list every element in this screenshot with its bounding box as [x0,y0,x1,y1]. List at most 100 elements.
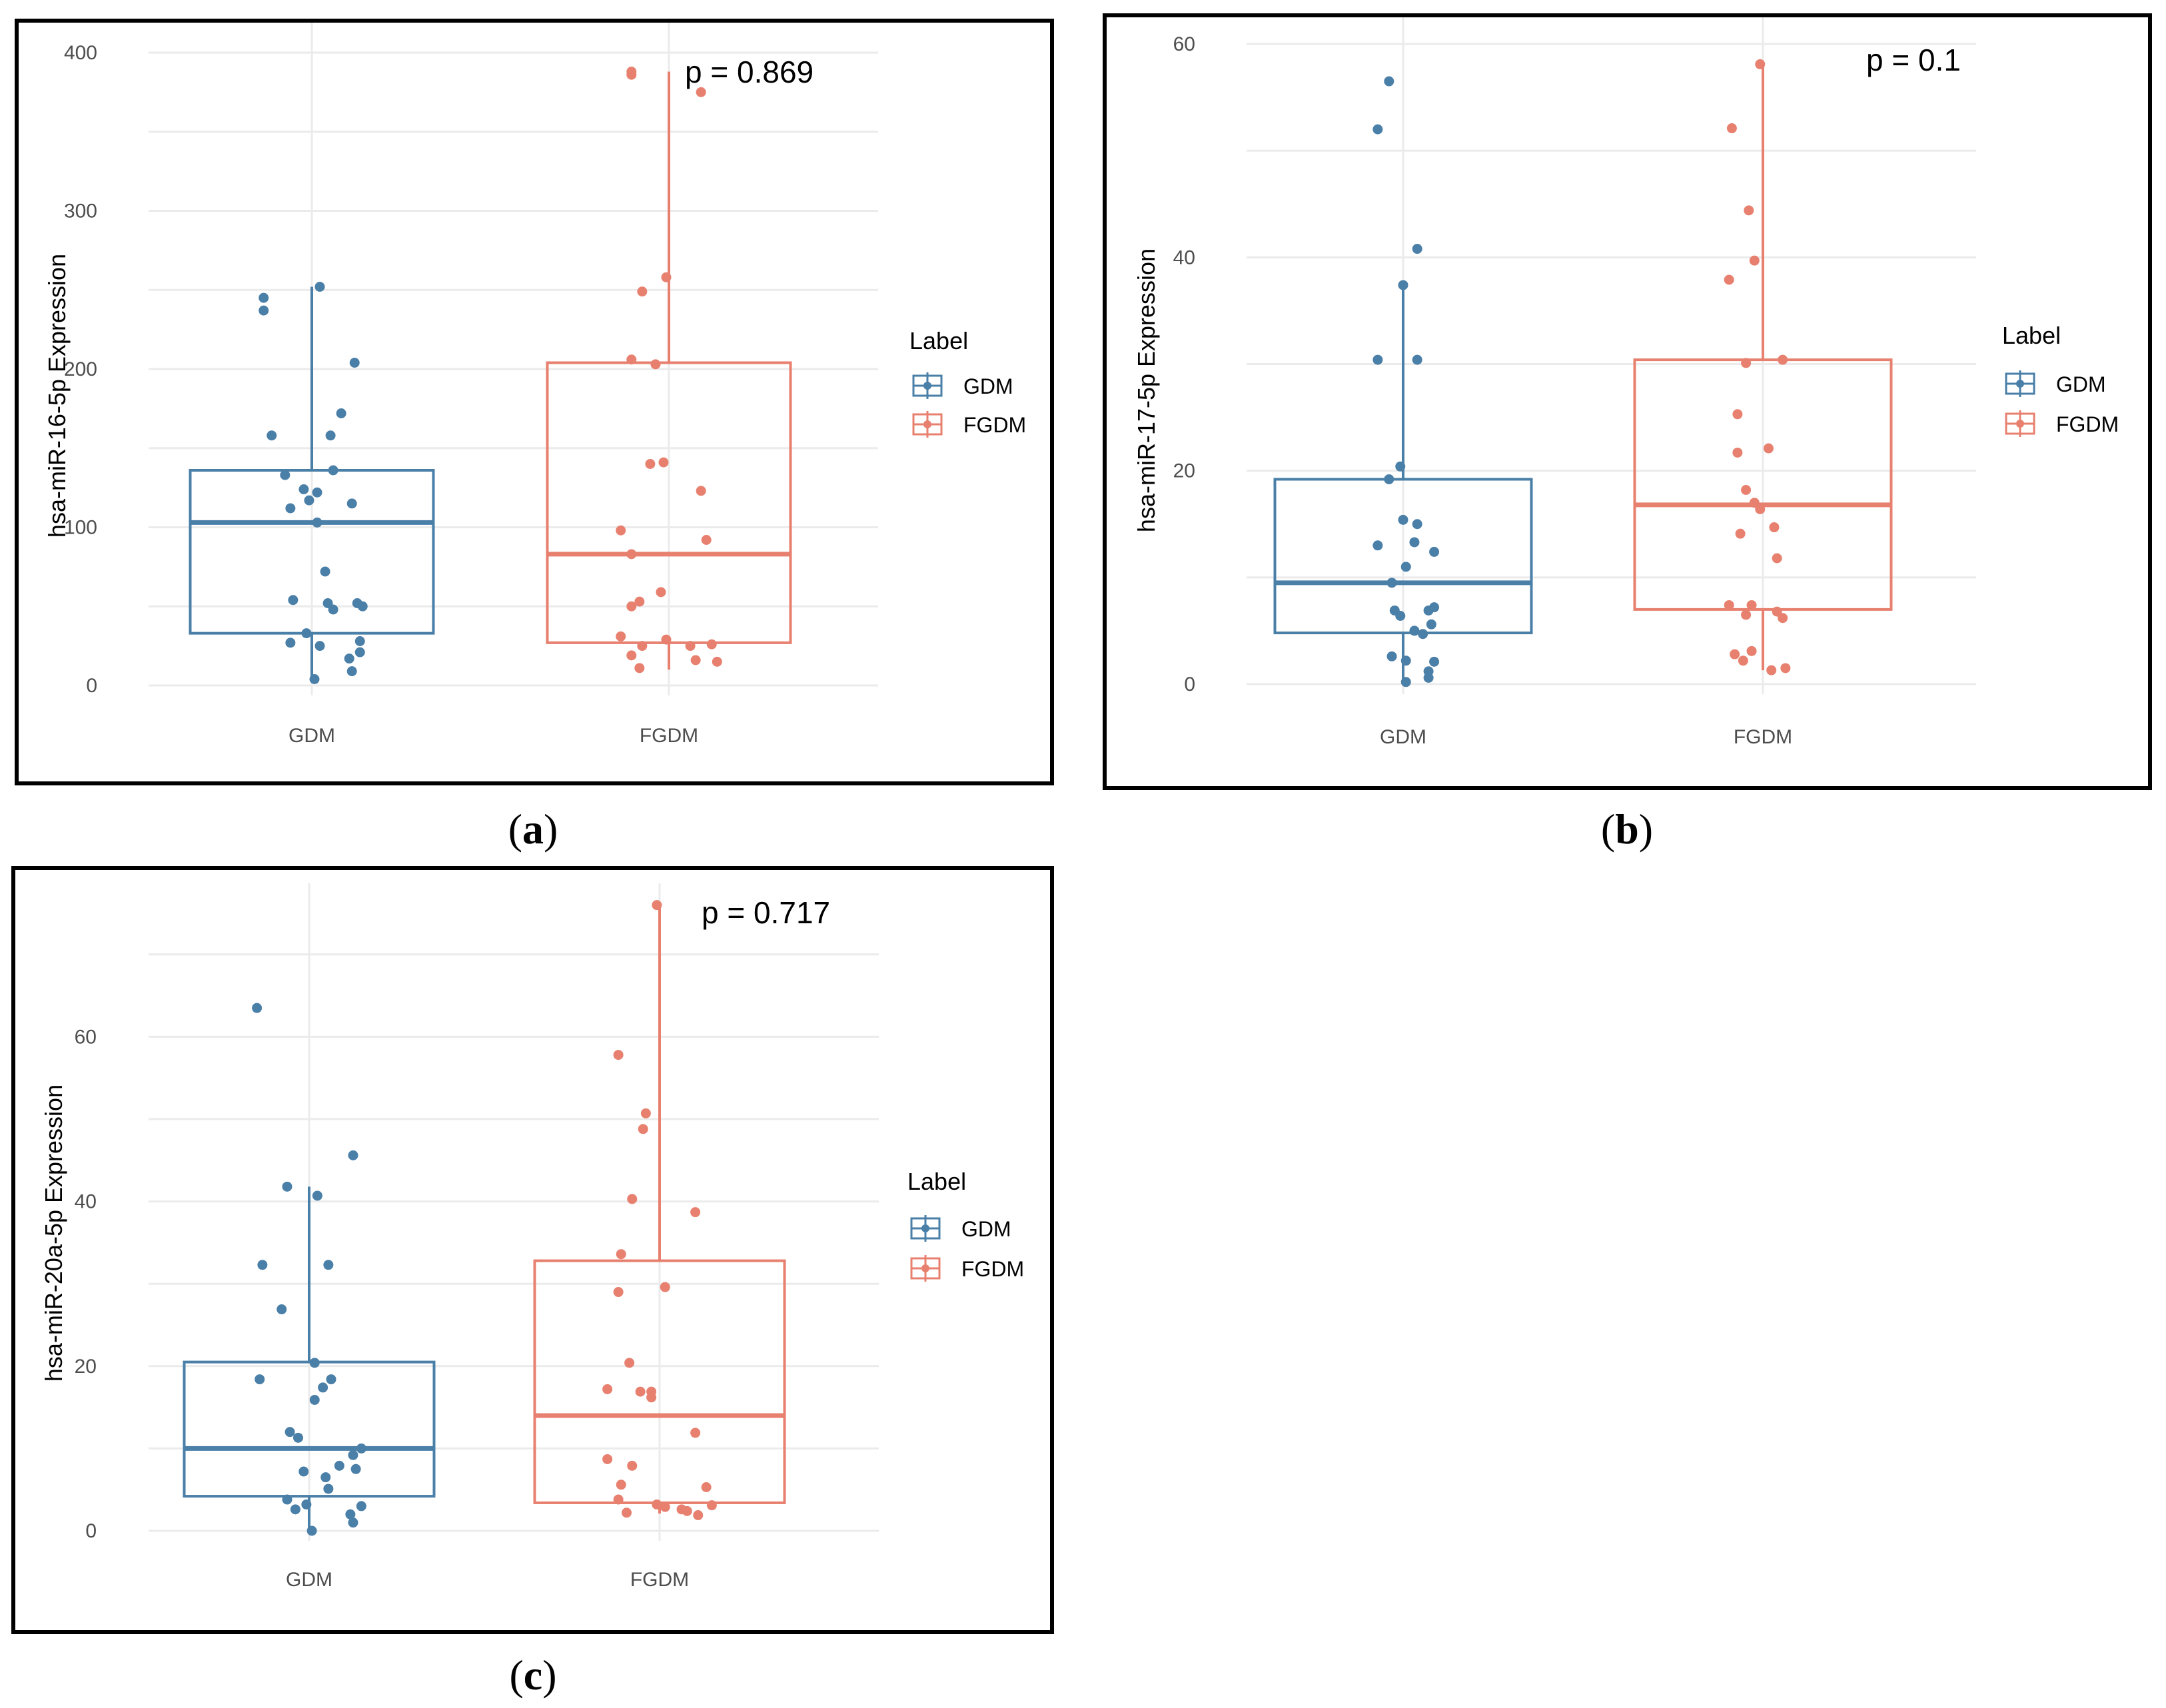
chart-a-data-point [267,430,277,441]
chart-c-data-point [255,1374,265,1385]
chart-panel-a: 0 100 200 300 400 GDM FGDM hsa-miR-16-5p Expres… [15,19,1054,785]
chart-a-data-point [616,631,626,641]
chart-a-x-tick-label-gdm: GDM [288,725,335,747]
chart-c-data-point [622,1507,632,1518]
chart-c-data-point [257,1260,268,1270]
chart-a-data-point [637,641,648,651]
chart-a-data-point [320,566,330,577]
chart-c-data-point [348,1450,358,1460]
panel-label-c: (c) [509,1651,557,1699]
chart-c-data-point [640,1108,651,1118]
chart-a-data-point [706,639,717,649]
chart-b-box-fgdm [1633,64,1893,671]
chart-a-legend-key-fgdm: FGDM [912,411,1026,438]
chart-c-data-point [693,1510,704,1521]
chart-b-y-tick-label: 20 [1173,460,1195,482]
chart-a-data-point [312,487,322,498]
chart-b-data-point [1769,522,1780,533]
chart-b-y-tick-label: 60 [1173,33,1195,55]
panel-label-a: (a) [508,805,558,853]
chart-a-legend: Label GDM FGDM [909,327,1026,438]
chart-b-data-point [1755,504,1766,514]
chart-b-legend-swatch-point [2016,380,2024,388]
chart-c-data-point [293,1432,303,1443]
chart-c-data-point [660,1501,670,1512]
chart-b-data-point [1386,578,1397,588]
chart-a-data-point [346,666,357,677]
chart-b-data-point [1741,610,1752,620]
chart-c-data-point [616,1249,626,1260]
chart-a-data-point [656,587,666,598]
chart-a-data-point [626,549,637,560]
chart-a-data-point [626,354,637,365]
chart-b-data-point [1395,610,1406,621]
chart-b-data-point [1429,656,1440,667]
chart-c-data-point [306,1525,317,1536]
chart-a-data-point [661,634,672,645]
chart-a-box-gdm [189,286,435,681]
chart-b-data-point [1384,474,1394,484]
chart-c-data-point [706,1500,717,1511]
chart-c-data-point [602,1454,613,1464]
chart-c-data-point [627,1194,638,1204]
chart-c-data-point [318,1382,328,1393]
chart-a-y-tick-label: 400 [64,42,97,64]
chart-b-data-point [1426,619,1436,630]
chart-c-points-fgdm [602,900,717,1521]
chart-c-plot: 0 20 40 60 GDM FGDM hsa-miR-20a-5p Expression p… [40,883,1024,1591]
chart-b-box-rect [1273,478,1533,635]
chart-b-x-tick-label-gdm: GDM [1380,726,1426,748]
chart-b-data-point [1738,655,1748,666]
chart-c-y-tick-label: 60 [75,1026,97,1048]
chart-a-legend-key-gdm: GDM [912,372,1013,399]
chart-b-data-point [1724,274,1734,285]
chart-c-data-point [323,1260,334,1270]
chart-a-legend-label-gdm: GDM [963,374,1013,398]
chart-a-points-gdm [259,282,368,684]
chart-c-data-point [652,900,662,911]
chart-a-data-point [280,470,290,480]
chart-b-legend-key-gdm: GDM [2005,370,2106,397]
chart-a-points-fgdm [616,67,722,673]
chart-c-legend-swatch-point [921,1224,929,1232]
chart-b-data-point [1749,255,1760,266]
chart-a-data-point [645,459,656,469]
chart-b-data-point [1746,645,1757,656]
chart-b-legend-label-gdm: GDM [2056,372,2106,396]
chart-a-data-point [285,503,296,514]
chart-c-data-point [356,1443,366,1454]
chart-a-data-point [328,465,338,476]
chart-c-data-point [682,1505,692,1516]
chart-c-legend-key-gdm: GDM [910,1215,1011,1242]
chart-b-box-gdm [1273,284,1533,682]
chart-c-points-gdm [252,1003,366,1536]
chart-a-data-point [259,292,269,303]
panel-label-b: (b) [1600,805,1654,853]
chart-a-box-rect [189,469,435,635]
chart-b-legend: Label GDM FGDM [2002,322,2119,437]
chart-c-data-point [290,1504,300,1515]
chart-b-data-point [1726,123,1737,134]
chart-a-data-point [314,282,325,292]
chart-a-plot: 0 100 200 300 400 GDM FGDM hsa-miR-16-5p Expres… [43,23,1026,747]
chart-a-data-point [634,596,645,607]
chart-c-data-point [309,1358,320,1368]
chart-c-data-point [312,1190,322,1201]
chart-a-y-tick-label: 0 [86,675,97,697]
chart-a-data-point [304,495,314,506]
chart-a-data-point [325,430,336,441]
chart-a-legend-swatch-point [923,420,931,428]
chart-b-legend-label-fgdm: FGDM [2056,412,2119,436]
chart-b-data-point [1400,677,1411,687]
chart-b-data-point [1744,205,1754,216]
chart-b-data-point [1429,546,1440,557]
chart-c-data-point [635,1386,646,1397]
chart-a-data-point [712,656,722,667]
chart-a-data-point [634,663,645,673]
chart-c-box-gdm [183,1186,436,1531]
chart-c-data-point [660,1282,670,1292]
chart-a-data-point [336,408,346,418]
chart-b-data-point [1732,409,1743,420]
chart-b-data-point [1749,498,1760,508]
chart-c-x-tick-label-gdm: GDM [286,1569,332,1591]
